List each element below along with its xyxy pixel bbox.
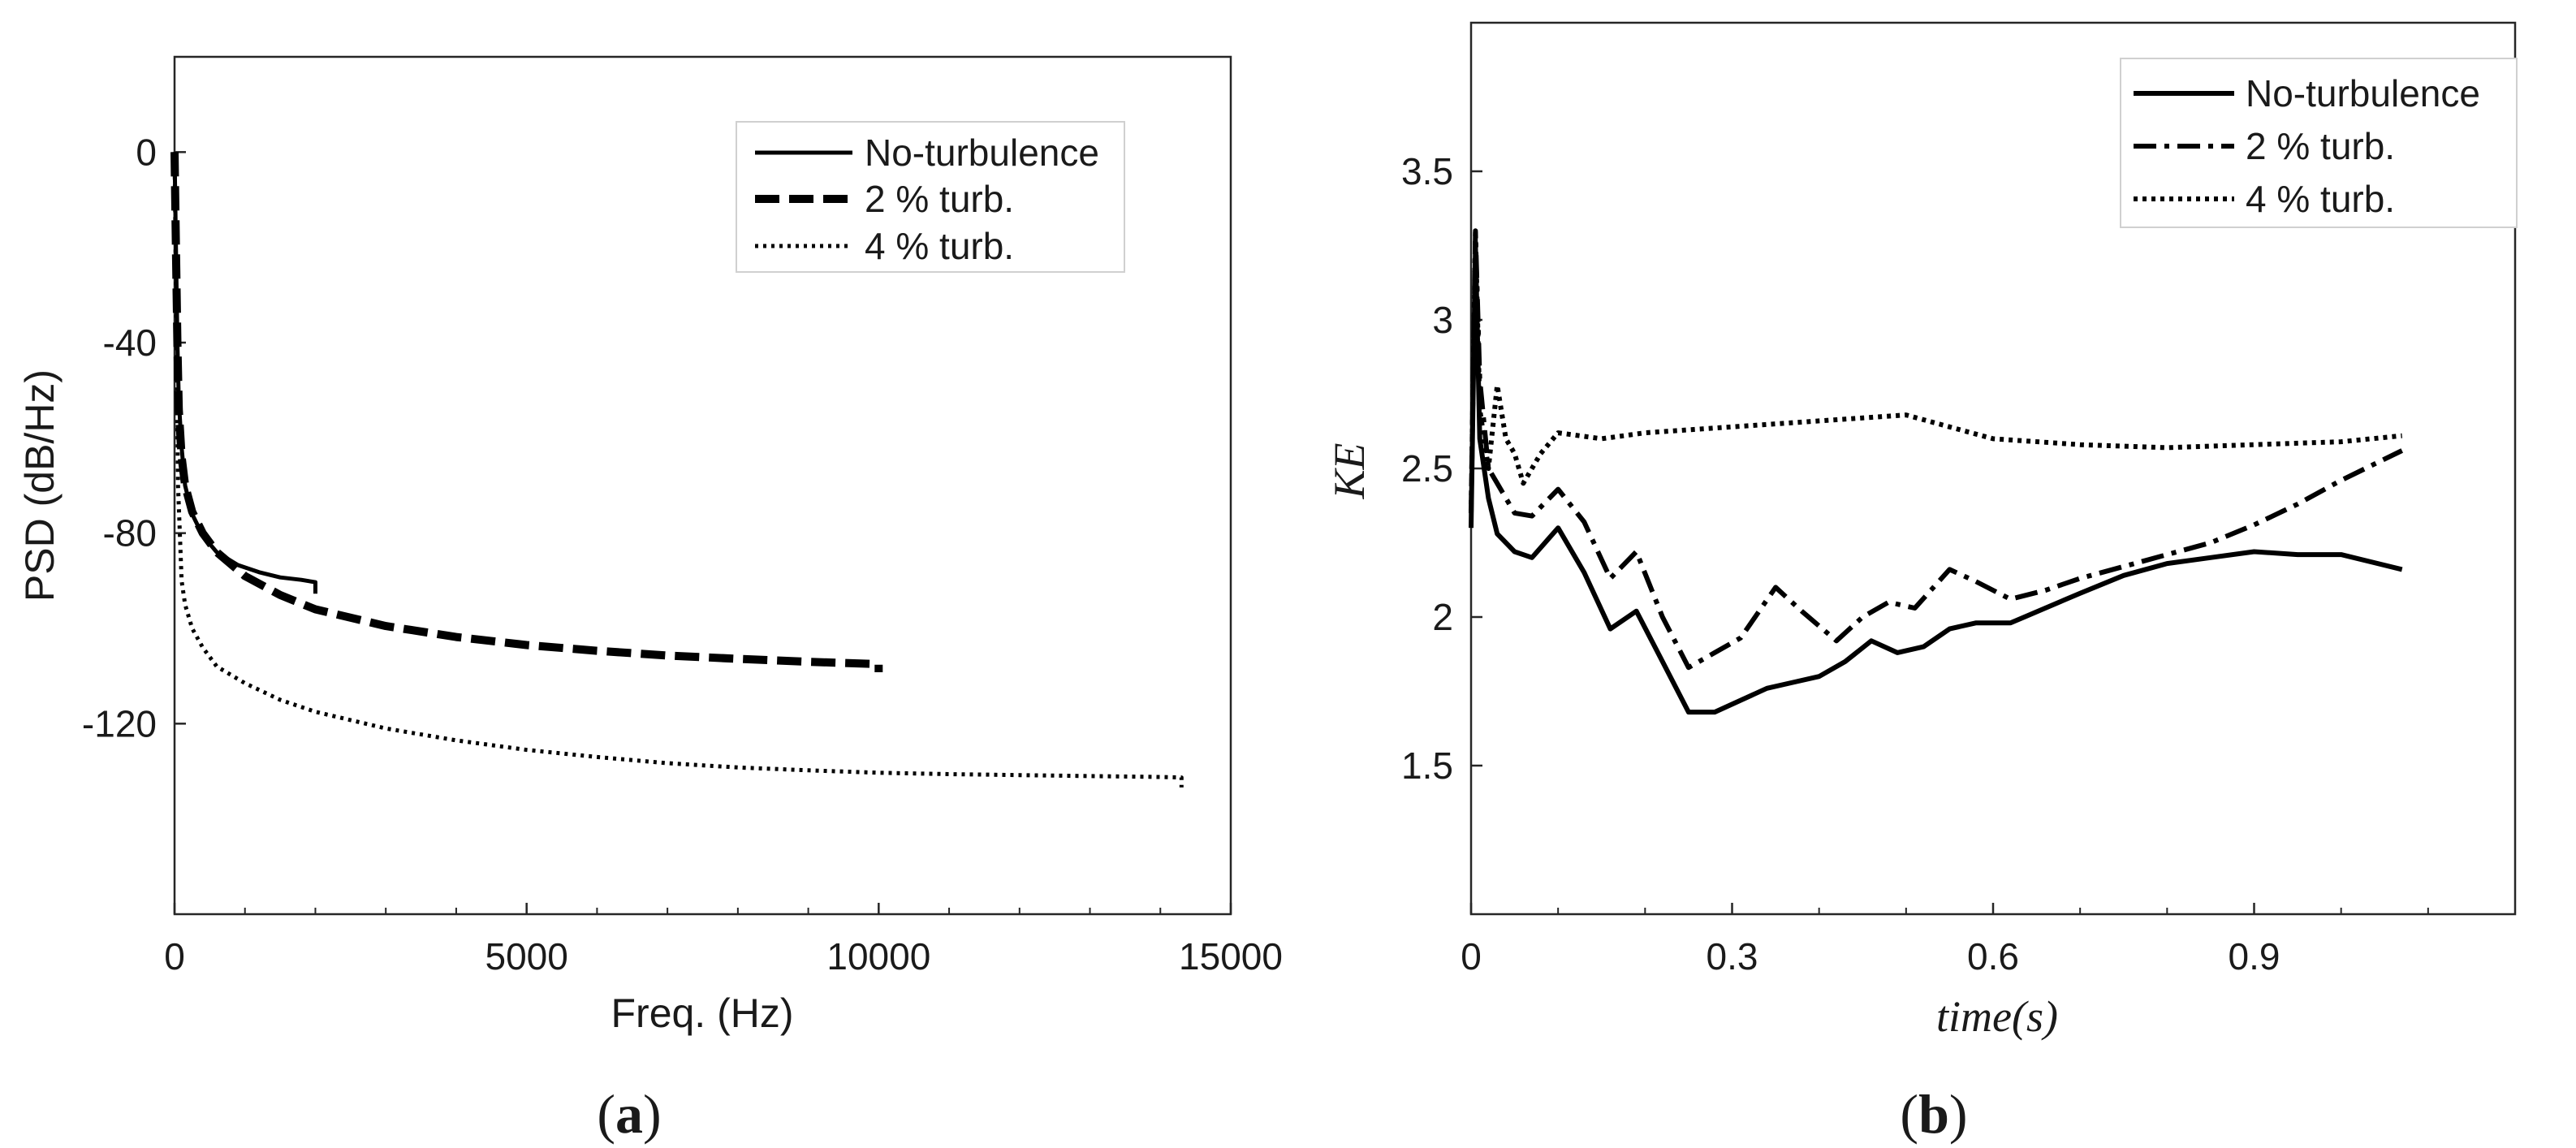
panel-b-legend-box bbox=[2120, 58, 2518, 228]
x-tick-label: 0.9 bbox=[2229, 935, 2280, 978]
panel-b-legend: No-turbulence 2 % turb. 4 % turb. bbox=[2120, 58, 2518, 228]
y-tick-label: 2 bbox=[1432, 596, 1453, 638]
panel-b-caption: (b) bbox=[1900, 1083, 1967, 1145]
panel-b-xlabel: time(s) bbox=[1936, 992, 2058, 1041]
panel-b-series bbox=[1469, 228, 2404, 715]
panel-a-legend-label-2-turb: 2 % turb. bbox=[865, 178, 1014, 220]
panel-a-xlabel: Freq. (Hz) bbox=[611, 990, 794, 1036]
y-tick-label: 0 bbox=[136, 131, 157, 173]
y-tick-label: 2.5 bbox=[1401, 447, 1453, 490]
panel-a-caption-close: ) bbox=[643, 1083, 662, 1145]
panel-a-caption: (a) bbox=[597, 1083, 661, 1145]
x-tick-label: 0 bbox=[164, 935, 185, 978]
panel-a-caption-letter: a bbox=[615, 1083, 643, 1145]
panel-a-series bbox=[170, 152, 1184, 788]
series-line-2-turb bbox=[1469, 228, 2404, 671]
panel-b: 0 0.3 0.6 0.9 1.5 2 2.5 3 3.5 time(s) KE No-turb… bbox=[1325, 21, 2518, 1145]
series-line-4-turb bbox=[1469, 228, 2402, 513]
series-line-2-turb bbox=[170, 152, 883, 672]
x-tick-label: 10000 bbox=[826, 935, 930, 978]
y-tick-label: -120 bbox=[82, 702, 157, 744]
x-tick-label: 0.6 bbox=[1967, 935, 2019, 978]
x-tick-label: 0.3 bbox=[1707, 935, 1758, 978]
panel-b-legend-label-no-turbulence: No-turbulence bbox=[2246, 72, 2480, 114]
x-tick-label: 5000 bbox=[485, 935, 567, 978]
panel-a-legend-label-no-turbulence: No-turbulence bbox=[865, 132, 1099, 174]
series-line-4-turb bbox=[172, 152, 1184, 788]
y-tick-label: -80 bbox=[103, 512, 157, 555]
panel-b-legend-label-4-turb: 4 % turb. bbox=[2246, 178, 2395, 220]
panel-b-ylabel: KE bbox=[1325, 442, 1374, 499]
panel-a: 0 5000 10000 15000 0 -40 -80 -120 Freq. (Hz) PS… bbox=[17, 55, 1283, 1145]
panel-a-axes-frame bbox=[173, 55, 1232, 916]
y-tick-label: 3 bbox=[1432, 299, 1453, 341]
panel-a-legend: No-turbulence 2 % turb. 4 % turb. bbox=[736, 121, 1125, 273]
panel-a-ticks: 0 5000 10000 15000 0 -40 -80 -120 bbox=[82, 131, 1283, 978]
y-tick-label: 1.5 bbox=[1401, 744, 1453, 787]
x-tick-label: 15000 bbox=[1179, 935, 1283, 978]
panel-a-ylabel: PSD (dB/Hz) bbox=[17, 369, 63, 602]
panel-b-caption-close: ) bbox=[1949, 1083, 1968, 1145]
y-tick-label: -40 bbox=[103, 322, 157, 364]
panel-a-caption-open: ( bbox=[597, 1083, 615, 1145]
y-tick-label: 3.5 bbox=[1401, 150, 1453, 192]
panel-a-legend-label-4-turb: 4 % turb. bbox=[865, 225, 1014, 267]
panel-b-caption-open: ( bbox=[1900, 1083, 1918, 1145]
panel-b-legend-label-2-turb: 2 % turb. bbox=[2246, 125, 2395, 167]
series-line-no-turbulence bbox=[1469, 243, 2403, 715]
panel-b-ticks: 0 0.3 0.6 0.9 1.5 2 2.5 3 3.5 bbox=[1401, 150, 2280, 978]
panel-b-caption-letter: b bbox=[1918, 1083, 1949, 1145]
x-tick-label: 0 bbox=[1461, 935, 1482, 978]
